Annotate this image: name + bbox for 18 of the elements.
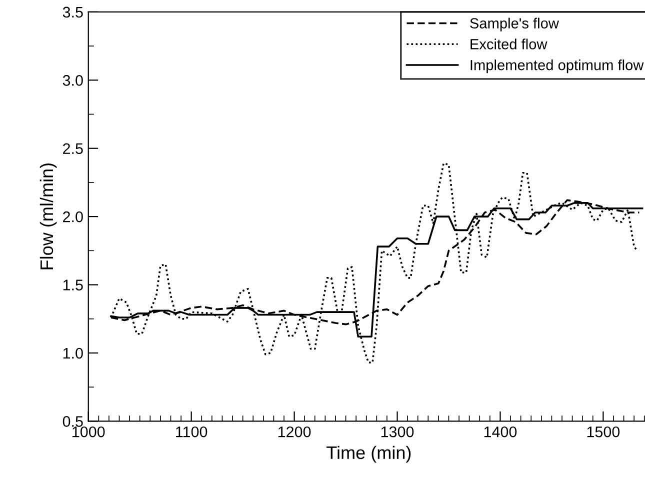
y-tick-label: 3.5 xyxy=(62,6,83,18)
y-tick-label: 2.0 xyxy=(63,211,83,222)
y-tick-label: 1.0 xyxy=(63,348,83,359)
legend-label: Sample's flow xyxy=(470,18,559,32)
x-axis-title: Time (min) xyxy=(326,446,411,463)
y-tick-label: 3.0 xyxy=(62,75,83,86)
x-tick-label: 1300 xyxy=(381,426,414,438)
y-axis-title: Flow (ml/min) xyxy=(40,164,57,270)
x-tick-label: 1200 xyxy=(278,426,311,438)
x-tick-label: 1500 xyxy=(587,426,620,438)
legend-label: Excited flow xyxy=(470,38,548,50)
y-tick-label: 2.5 xyxy=(63,143,83,154)
x-tick-label: 1100 xyxy=(176,426,208,438)
y-tick-label: 0.5 xyxy=(62,416,83,427)
legend-label: Implemented optimum flow xyxy=(470,60,644,74)
x-tick-label: 1000 xyxy=(72,426,105,438)
y-tick-label: 1.5 xyxy=(63,280,83,290)
x-tick-label: 1400 xyxy=(484,426,517,438)
